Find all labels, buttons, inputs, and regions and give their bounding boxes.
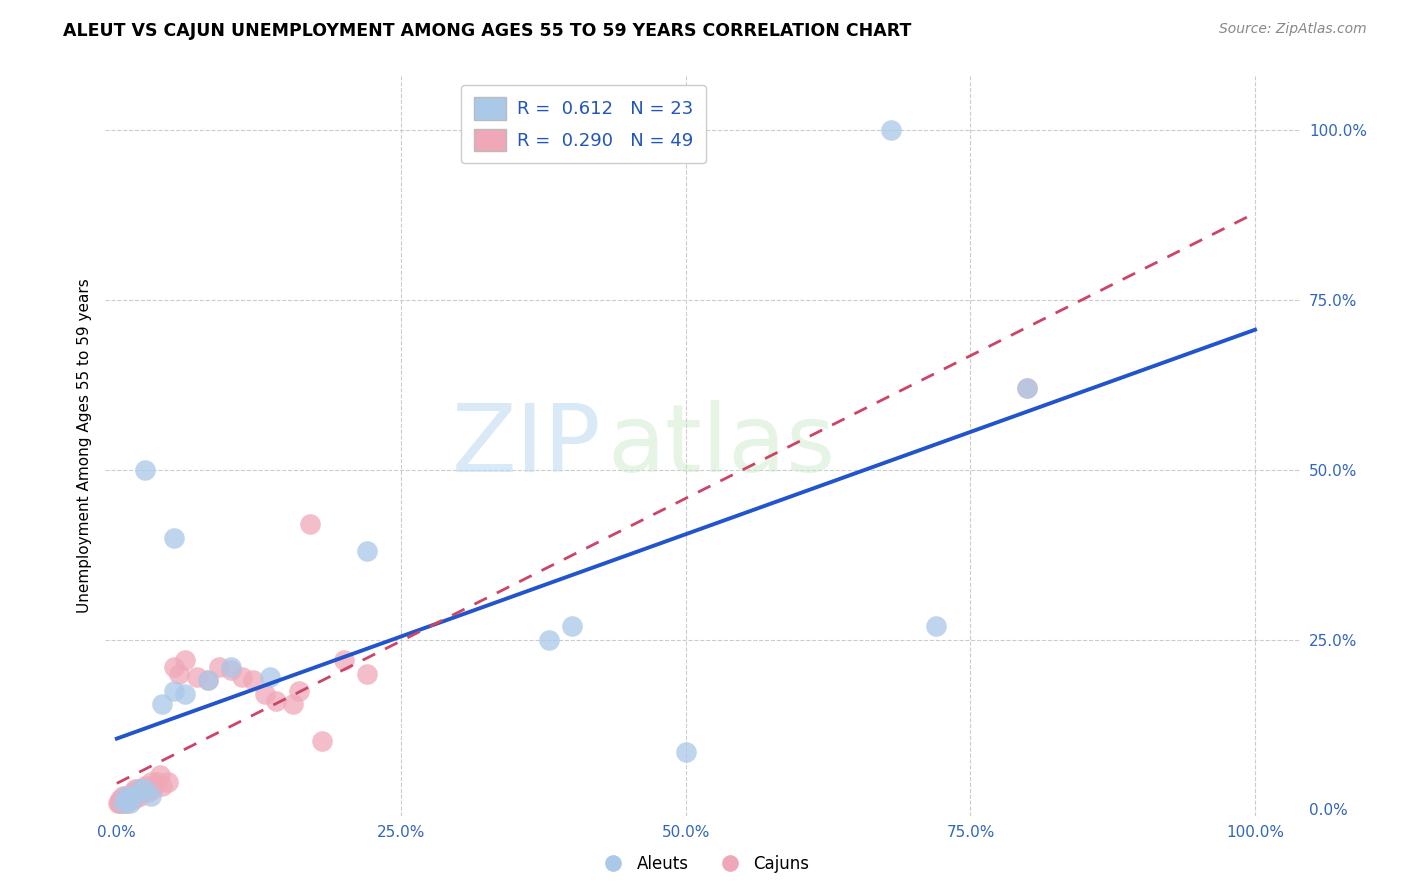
Point <box>132 785 155 799</box>
Point <box>150 779 173 793</box>
Point <box>356 544 378 558</box>
Point <box>197 673 219 688</box>
Point <box>127 782 149 797</box>
Point <box>120 792 142 806</box>
Point <box>264 694 287 708</box>
Text: atlas: atlas <box>607 400 835 492</box>
Point <box>121 785 143 799</box>
Point <box>1017 381 1039 395</box>
Text: Source: ZipAtlas.com: Source: ZipAtlas.com <box>1219 22 1367 37</box>
Point <box>139 789 162 803</box>
Point <box>117 792 139 806</box>
Point <box>299 517 322 532</box>
Point <box>127 785 149 799</box>
Text: ZIP: ZIP <box>451 400 602 492</box>
Text: ALEUT VS CAJUN UNEMPLOYMENT AMONG AGES 55 TO 59 YEARS CORRELATION CHART: ALEUT VS CAJUN UNEMPLOYMENT AMONG AGES 5… <box>63 22 911 40</box>
Point <box>139 775 162 789</box>
Point <box>880 123 903 137</box>
Y-axis label: Unemployment Among Ages 55 to 59 years: Unemployment Among Ages 55 to 59 years <box>76 278 91 614</box>
Point <box>145 775 167 789</box>
Point <box>118 789 141 803</box>
Point <box>115 789 138 803</box>
Point <box>134 463 156 477</box>
Point <box>333 653 356 667</box>
Point <box>134 782 156 797</box>
Point <box>157 775 180 789</box>
Point <box>253 687 276 701</box>
Point <box>114 792 136 806</box>
Point <box>219 663 242 677</box>
Point <box>136 785 159 799</box>
Point <box>117 792 139 806</box>
Point <box>163 531 186 545</box>
Point <box>149 768 172 782</box>
Point <box>124 782 146 797</box>
Point <box>169 666 191 681</box>
Point <box>197 673 219 688</box>
Point <box>163 683 186 698</box>
Point <box>259 670 281 684</box>
Point <box>131 782 153 797</box>
Point <box>122 789 145 803</box>
Point <box>112 796 135 810</box>
Point <box>283 697 305 711</box>
Point <box>150 697 173 711</box>
Point <box>219 659 242 673</box>
Point <box>107 796 129 810</box>
Point <box>242 673 264 688</box>
Point <box>115 796 138 810</box>
Legend: Aleuts, Cajuns: Aleuts, Cajuns <box>591 848 815 880</box>
Point <box>163 659 186 673</box>
Point <box>115 789 138 803</box>
Point <box>129 785 152 799</box>
Point <box>925 619 948 633</box>
Point <box>111 789 134 803</box>
Point <box>231 670 253 684</box>
Point <box>110 796 132 810</box>
Point <box>110 792 132 806</box>
Point <box>142 782 165 797</box>
Point <box>311 734 333 748</box>
Point <box>121 789 143 803</box>
Point <box>186 670 208 684</box>
Point <box>120 796 142 810</box>
Point <box>111 796 134 810</box>
Point <box>538 632 561 647</box>
Legend: R =  0.612   N = 23, R =  0.290   N = 49: R = 0.612 N = 23, R = 0.290 N = 49 <box>461 85 706 163</box>
Point <box>174 687 197 701</box>
Point <box>134 779 156 793</box>
Point <box>108 796 131 810</box>
Point <box>208 659 231 673</box>
Point <box>128 782 150 797</box>
Point <box>125 789 148 803</box>
Point <box>128 789 150 803</box>
Point <box>675 745 697 759</box>
Point <box>356 666 378 681</box>
Point <box>561 619 583 633</box>
Point <box>288 683 311 698</box>
Point <box>1017 381 1039 395</box>
Point <box>122 792 145 806</box>
Point <box>174 653 197 667</box>
